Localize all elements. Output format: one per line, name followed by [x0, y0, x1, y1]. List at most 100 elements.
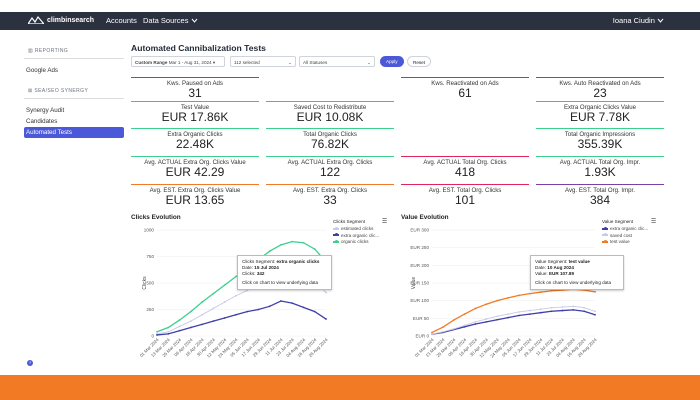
data-point[interactable]: [528, 309, 531, 312]
data-point[interactable]: [583, 306, 586, 309]
data-point[interactable]: [280, 300, 282, 302]
data-point[interactable]: [463, 313, 466, 315]
data-point[interactable]: [156, 330, 158, 333]
data-point[interactable]: [178, 325, 181, 328]
menu-icon[interactable]: ☰: [650, 219, 657, 225]
data-point[interactable]: [594, 290, 596, 293]
data-point[interactable]: [572, 308, 575, 311]
data-point[interactable]: [291, 302, 294, 305]
data-point[interactable]: [189, 310, 192, 313]
data-point[interactable]: [189, 326, 192, 329]
data-point[interactable]: [463, 324, 466, 327]
data-point[interactable]: [223, 317, 226, 319]
data-point[interactable]: [441, 326, 444, 329]
series-line[interactable]: [431, 305, 596, 335]
data-point[interactable]: [201, 313, 203, 316]
data-point[interactable]: [325, 291, 327, 294]
data-point[interactable]: [167, 330, 170, 333]
data-point[interactable]: [313, 248, 316, 250]
legend-item[interactable]: test value: [602, 239, 648, 244]
data-point[interactable]: [561, 309, 564, 312]
logo[interactable]: climbinsearch: [28, 16, 94, 24]
nav-data-sources[interactable]: Data Sources: [143, 16, 198, 25]
data-point[interactable]: [234, 294, 237, 297]
legend-item[interactable]: estimated clicks: [333, 226, 379, 231]
data-point[interactable]: [167, 332, 170, 335]
data-point[interactable]: [594, 310, 596, 313]
data-point[interactable]: [268, 250, 271, 253]
data-point[interactable]: [246, 310, 249, 313]
data-point[interactable]: [496, 315, 499, 318]
data-point[interactable]: [474, 307, 477, 310]
data-point[interactable]: [463, 325, 466, 328]
legend-item[interactable]: organic clicks: [333, 239, 379, 244]
data-point[interactable]: [257, 308, 260, 311]
data-point[interactable]: [325, 318, 327, 320]
data-point[interactable]: [550, 306, 553, 309]
data-point[interactable]: [550, 310, 553, 313]
data-point[interactable]: [539, 291, 542, 294]
series-line[interactable]: [156, 300, 327, 336]
data-point[interactable]: [167, 326, 170, 329]
data-point[interactable]: [452, 319, 455, 321]
series-line[interactable]: [431, 309, 596, 335]
data-point[interactable]: [518, 311, 520, 313]
reset-button[interactable]: Reset: [407, 56, 432, 67]
data-point[interactable]: [212, 320, 215, 323]
data-point[interactable]: [518, 314, 520, 317]
data-point[interactable]: [431, 331, 433, 334]
data-point[interactable]: [268, 305, 271, 308]
data-point[interactable]: [201, 323, 203, 326]
data-point[interactable]: [507, 313, 509, 315]
help-icon[interactable]: ?: [27, 360, 33, 366]
data-point[interactable]: [507, 316, 509, 319]
apply-button[interactable]: Apply: [380, 56, 404, 67]
data-point[interactable]: [156, 334, 158, 336]
data-point[interactable]: [594, 313, 596, 316]
data-point[interactable]: [528, 292, 531, 295]
date-range-picker[interactable]: Custom Range Mar 1 - Aug 31, 2024 ▾: [131, 56, 225, 67]
data-point[interactable]: [178, 319, 181, 321]
data-point[interactable]: [441, 330, 444, 333]
status-select[interactable]: All Statuses ⌄: [299, 56, 375, 67]
data-point[interactable]: [223, 301, 226, 303]
data-point[interactable]: [452, 328, 455, 330]
data-point[interactable]: [291, 240, 294, 243]
data-point[interactable]: [474, 320, 477, 323]
data-point[interactable]: [485, 303, 488, 306]
data-point[interactable]: [561, 306, 564, 308]
sidebar-item-synergy-audit[interactable]: Synergy Audit: [26, 107, 65, 114]
legend-item[interactable]: extra organic clic...: [333, 233, 379, 238]
sidebar-item-automated-tests[interactable]: Automated Tests: [24, 127, 124, 138]
data-point[interactable]: [485, 318, 488, 320]
legend-item[interactable]: saved cost: [602, 233, 648, 238]
user-menu[interactable]: Ioana Ciudin: [613, 16, 664, 25]
data-point[interactable]: [302, 241, 305, 244]
data-point[interactable]: [518, 294, 520, 297]
data-point[interactable]: [496, 318, 499, 321]
data-point[interactable]: [313, 310, 316, 313]
data-point[interactable]: [234, 313, 237, 316]
data-point[interactable]: [223, 284, 226, 287]
data-point[interactable]: [572, 305, 575, 308]
nav-accounts[interactable]: Accounts: [106, 16, 137, 25]
sidebar-item-candidates[interactable]: Candidates: [26, 118, 58, 125]
data-point[interactable]: [212, 292, 215, 295]
data-point[interactable]: [234, 275, 237, 278]
data-point[interactable]: [178, 329, 181, 332]
data-point[interactable]: [550, 289, 553, 292]
data-point[interactable]: [539, 311, 542, 314]
data-point[interactable]: [431, 333, 433, 336]
data-point[interactable]: [189, 320, 192, 323]
series-line[interactable]: [431, 288, 596, 334]
data-point[interactable]: [539, 308, 542, 311]
campaign-select[interactable]: 112 selected ⌄: [230, 56, 296, 67]
data-point[interactable]: [212, 307, 215, 310]
data-point[interactable]: [302, 306, 305, 309]
data-point[interactable]: [528, 313, 531, 315]
data-point[interactable]: [583, 310, 586, 313]
data-point[interactable]: [280, 243, 282, 246]
data-point[interactable]: [507, 296, 509, 299]
data-point[interactable]: [485, 320, 488, 323]
sidebar-item-google-ads[interactable]: Google Ads: [26, 67, 58, 74]
